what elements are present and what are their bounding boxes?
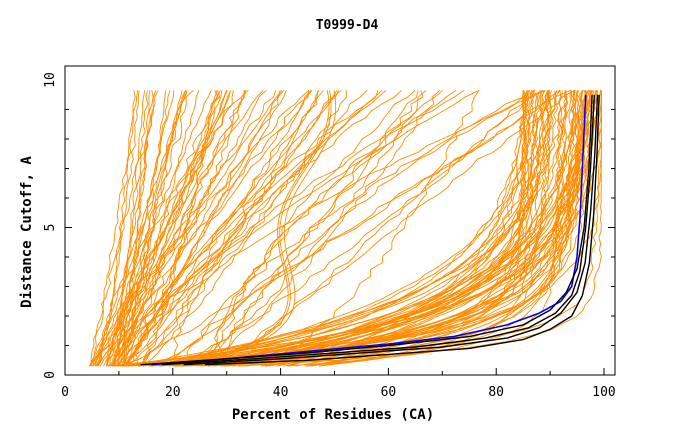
highlighted-model-curves	[140, 94, 600, 366]
x-tick-label: 100	[592, 385, 615, 400]
model-curve	[90, 90, 159, 367]
model-curve	[116, 89, 312, 367]
model-curve	[127, 89, 465, 367]
model-curve	[111, 90, 528, 367]
model-curve	[143, 90, 221, 367]
model-curve	[172, 90, 574, 367]
model-curve	[109, 90, 149, 367]
model-curve	[96, 90, 140, 367]
model-curve	[210, 89, 444, 367]
model-curve	[127, 90, 568, 367]
model-curve	[142, 90, 219, 367]
model-curve	[107, 89, 285, 367]
model-curve	[151, 90, 543, 367]
highlighted-curve-blue-model	[151, 94, 587, 366]
model-curve	[97, 89, 480, 367]
plot-frame	[64, 65, 616, 376]
model-curve	[182, 90, 337, 367]
highlighted-curve-black-model-4	[205, 94, 600, 366]
model-curve	[319, 90, 568, 367]
model-curve	[126, 89, 546, 367]
model-curve	[121, 90, 167, 367]
model-curve	[260, 90, 576, 367]
model-curve	[224, 90, 577, 367]
model-curve	[102, 90, 171, 367]
model-curve	[217, 89, 416, 367]
model-curve	[88, 89, 249, 367]
model-curve	[128, 90, 188, 367]
model-curve	[96, 89, 310, 367]
model-curve	[199, 89, 441, 367]
model-curve	[129, 90, 558, 367]
model-curve	[122, 90, 379, 367]
model-curve	[191, 90, 587, 367]
model-curve	[92, 90, 277, 367]
model-curve	[124, 90, 338, 367]
plot-area	[64, 65, 616, 376]
model-curve	[95, 89, 264, 367]
model-curve	[99, 89, 267, 367]
model-curve	[173, 90, 525, 367]
model-curve	[123, 90, 310, 367]
x-tick-label: 80	[488, 385, 504, 400]
model-curve	[237, 90, 602, 367]
y-tick-label: 10	[43, 72, 58, 88]
model-curve	[124, 90, 324, 367]
model-curve	[246, 90, 599, 367]
model-curve	[180, 90, 557, 367]
model-curve	[94, 90, 188, 367]
model-curve	[109, 90, 221, 367]
model-curve	[89, 90, 139, 367]
highlighted-curve-black-model-1	[140, 94, 593, 366]
x-tick-label: 0	[61, 385, 69, 400]
x-axis-label: Percent of Residues (CA)	[232, 407, 434, 423]
y-tick-labels: 0 5 10	[43, 72, 58, 379]
model-curve	[174, 90, 593, 367]
model-curve	[130, 90, 313, 367]
y-tick-label: 5	[43, 224, 58, 232]
model-curve	[239, 89, 575, 367]
model-curve	[116, 90, 247, 367]
model-curve	[126, 90, 320, 367]
model-curve	[203, 90, 528, 367]
model-curve	[143, 90, 347, 367]
highlighted-curve-black-model-2	[161, 94, 595, 366]
model-curve	[214, 90, 527, 367]
model-curve	[310, 90, 581, 367]
x-tick-label: 20	[165, 385, 181, 400]
model-curve	[186, 89, 531, 367]
model-curve	[118, 89, 561, 367]
y-axis-label: Distance Cutoff, A	[19, 156, 35, 308]
x-tick-label: 40	[273, 385, 289, 400]
model-curve	[117, 90, 245, 367]
x-tick-label: 60	[381, 385, 397, 400]
chart-title: T0999-D4	[316, 18, 379, 33]
model-curve	[172, 89, 402, 367]
model-curve	[216, 90, 534, 367]
background-model-curves	[88, 89, 602, 367]
model-curve	[187, 90, 553, 367]
model-curve	[132, 90, 561, 367]
y-tick-label: 0	[43, 371, 58, 379]
model-curve	[149, 90, 424, 367]
model-curve	[208, 89, 457, 367]
model-curve	[148, 90, 551, 367]
axis-ticks	[64, 109, 615, 375]
model-curve	[233, 90, 480, 367]
model-curve	[142, 89, 368, 367]
model-curve	[124, 90, 246, 367]
model-curve	[168, 90, 549, 367]
highlighted-curve-black-model-3	[183, 94, 599, 366]
x-tick-labels: 0 20 40 60 80 100	[61, 385, 616, 400]
model-curve	[96, 90, 136, 367]
model-curve	[232, 90, 531, 367]
